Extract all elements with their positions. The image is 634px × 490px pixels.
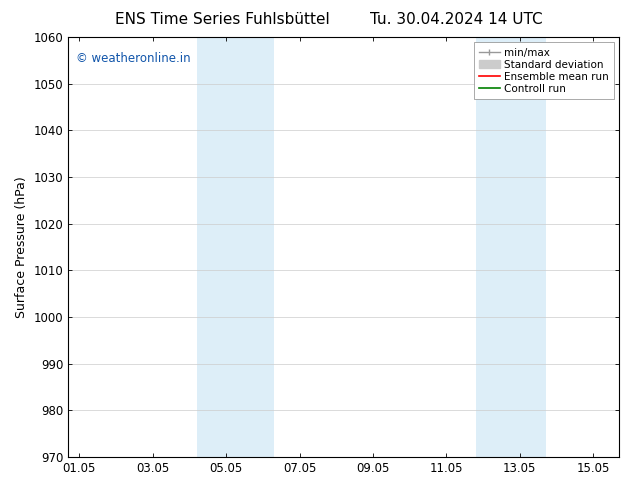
Y-axis label: Surface Pressure (hPa): Surface Pressure (hPa) — [15, 176, 28, 318]
Legend: min/max, Standard deviation, Ensemble mean run, Controll run: min/max, Standard deviation, Ensemble me… — [474, 42, 614, 99]
Bar — [197, 37, 274, 457]
Text: © weatheronline.in: © weatheronline.in — [77, 52, 191, 65]
Text: ENS Time Series Fuhlsbüttel: ENS Time Series Fuhlsbüttel — [115, 12, 329, 27]
Text: Tu. 30.04.2024 14 UTC: Tu. 30.04.2024 14 UTC — [370, 12, 543, 27]
Bar — [476, 37, 545, 457]
